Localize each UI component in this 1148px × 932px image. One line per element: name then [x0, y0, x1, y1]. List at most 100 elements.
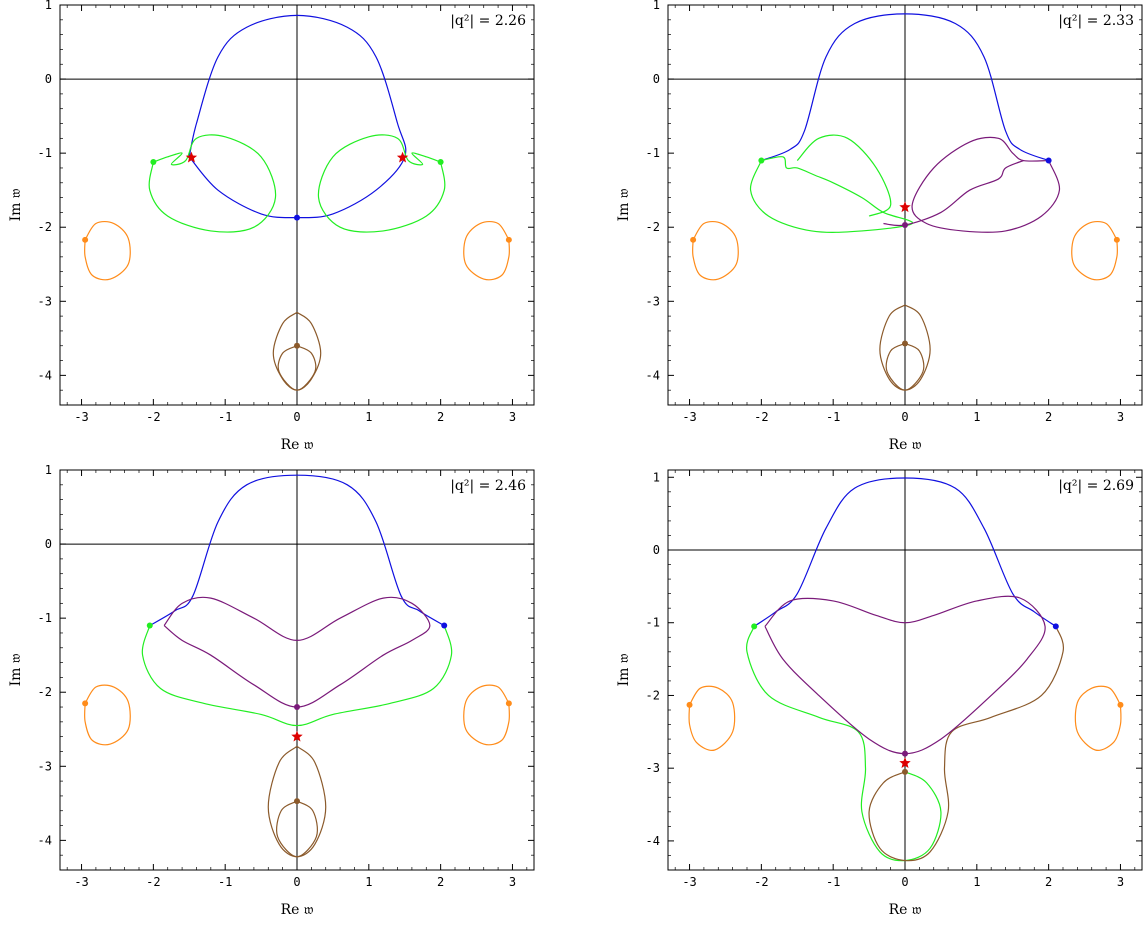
x-tick-label: 0 — [293, 875, 300, 889]
x-tick-label: -1 — [218, 875, 232, 889]
x-tick-label: 0 — [901, 875, 908, 889]
x-tick-label: -1 — [826, 410, 840, 424]
x-tick-label: 2 — [1045, 410, 1052, 424]
x-tick-label: -3 — [74, 410, 88, 424]
brown-endpoint-dot — [902, 768, 908, 775]
y-tick-label: -3 — [646, 761, 660, 775]
x-tick-label: 3 — [509, 875, 516, 889]
x-tick-label: 1 — [365, 410, 372, 424]
y-tick-label: 0 — [45, 72, 52, 86]
purple-endpoint-dot — [902, 222, 908, 228]
purple-trajectory — [911, 136, 1061, 233]
x-tick-label: 1 — [973, 410, 980, 424]
y-tick-label: -1 — [38, 611, 52, 625]
purple-trajectory — [163, 596, 431, 708]
x-tick-label: -1 — [218, 410, 232, 424]
x-tick-label: 1 — [973, 875, 980, 889]
green-trajectory — [148, 134, 277, 233]
y-axis-label: Im 𝔴 — [8, 653, 24, 686]
y-tick-label: 0 — [653, 72, 660, 86]
blue-trajectory — [149, 474, 445, 627]
y-tick-label: 1 — [653, 470, 660, 484]
blue-endpoint-dot — [1052, 623, 1059, 630]
curves — [82, 474, 512, 858]
star-marker — [899, 757, 911, 768]
q-squared-annotation: |q²| = 2.26 — [450, 13, 526, 29]
orange-trajectory — [688, 685, 736, 751]
brown-endpoint-dot — [902, 340, 908, 347]
x-axis-label: Re 𝔴 — [281, 902, 314, 918]
y-tick-label: 0 — [653, 543, 660, 557]
orange-endpoint-dot — [505, 700, 512, 707]
blue-endpoint-dot — [294, 214, 300, 221]
x-tick-label: -1 — [826, 875, 840, 889]
q-squared-annotation: |q²| = 2.33 — [1058, 13, 1134, 29]
panel-4: -3 -2 -1 0 1 2 3 1 0 -1 -2 -3 -4 Re 𝔴 Im 𝔴 |q²| = 2.69 — [616, 469, 1143, 918]
y-tick-label: -2 — [38, 220, 52, 234]
green-endpoint-dot — [758, 157, 765, 164]
q-squared-annotation: |q²| = 2.69 — [1058, 478, 1134, 494]
orange-trajectory — [1071, 220, 1118, 281]
y-axis-label: Im 𝔴 — [8, 188, 24, 221]
y-tick-label: -2 — [646, 220, 660, 234]
x-tick-label: 2 — [437, 875, 444, 889]
orange-trajectory — [463, 684, 510, 746]
y-tick-label: -4 — [646, 368, 660, 382]
star-marker — [291, 730, 303, 742]
y-tick-label: -4 — [38, 833, 52, 847]
star-marker — [396, 151, 409, 163]
curves — [82, 14, 512, 391]
x-tick-label: 1 — [365, 875, 372, 889]
purple-endpoint-dot — [294, 704, 300, 711]
purple-trajectory — [883, 160, 1024, 227]
brown-endpoint-dot — [294, 342, 300, 349]
green-trajectory — [141, 625, 453, 727]
y-tick-label: 1 — [45, 0, 52, 12]
green-trajectory — [796, 134, 892, 217]
y-tick-label: 1 — [653, 0, 660, 12]
q-squared-annotation: |q²| = 2.46 — [450, 478, 526, 494]
orange-endpoint-dot — [82, 700, 89, 707]
brown-endpoint-dot — [294, 798, 300, 805]
y-axis-label: Im 𝔴 — [616, 653, 632, 686]
orange-endpoint-dot — [1117, 701, 1124, 708]
green-endpoint-dot — [146, 622, 153, 629]
brown-trajectory — [885, 342, 925, 391]
y-tick-label: -4 — [646, 834, 660, 848]
x-tick-label: -2 — [754, 410, 768, 424]
orange-trajectory — [463, 220, 510, 281]
panel-1: -3 -2 -1 0 1 2 3 1 0 -1 -2 -3 -4 Re 𝔴 Im 𝔴 |q²| = 2.26 — [8, 0, 535, 453]
star-marker — [185, 151, 198, 163]
blue-trajectory — [753, 477, 1057, 627]
x-tick-label: -3 — [682, 410, 696, 424]
brown-trajectory — [276, 800, 318, 858]
y-tick-label: -3 — [646, 294, 660, 308]
orange-trajectory — [692, 220, 739, 281]
x-tick-label: 3 — [1117, 875, 1124, 889]
green-trajectory — [745, 626, 942, 862]
star-marker — [899, 201, 911, 213]
curves — [686, 477, 1124, 862]
y-tick-label: -1 — [646, 616, 660, 630]
x-axis-label: Re 𝔴 — [889, 437, 922, 453]
panel-2: -3 -2 -1 0 1 2 3 1 0 -1 -2 -3 -4 Re 𝔴 Im 𝔴 |q²| = 2.33 — [616, 0, 1143, 453]
y-tick-label: -3 — [38, 759, 52, 773]
y-tick-label: -2 — [646, 688, 660, 702]
x-axis-label: Re 𝔴 — [889, 902, 922, 918]
orange-endpoint-dot — [686, 701, 693, 708]
y-tick-label: -4 — [38, 368, 52, 382]
purple-trajectory — [764, 595, 1046, 755]
orange-endpoint-dot — [82, 236, 89, 243]
y-tick-label: 0 — [45, 537, 52, 551]
orange-trajectory — [84, 684, 131, 746]
blue-endpoint-dot — [1045, 157, 1052, 164]
blue-trajectory — [188, 14, 407, 219]
green-endpoint-dot — [751, 623, 758, 630]
x-tick-label: 0 — [901, 410, 908, 424]
blue-trajectory — [761, 13, 1049, 162]
brown-trajectory — [277, 345, 317, 391]
x-tick-label: 2 — [1045, 875, 1052, 889]
x-tick-label: -2 — [146, 875, 160, 889]
curves — [690, 13, 1120, 391]
